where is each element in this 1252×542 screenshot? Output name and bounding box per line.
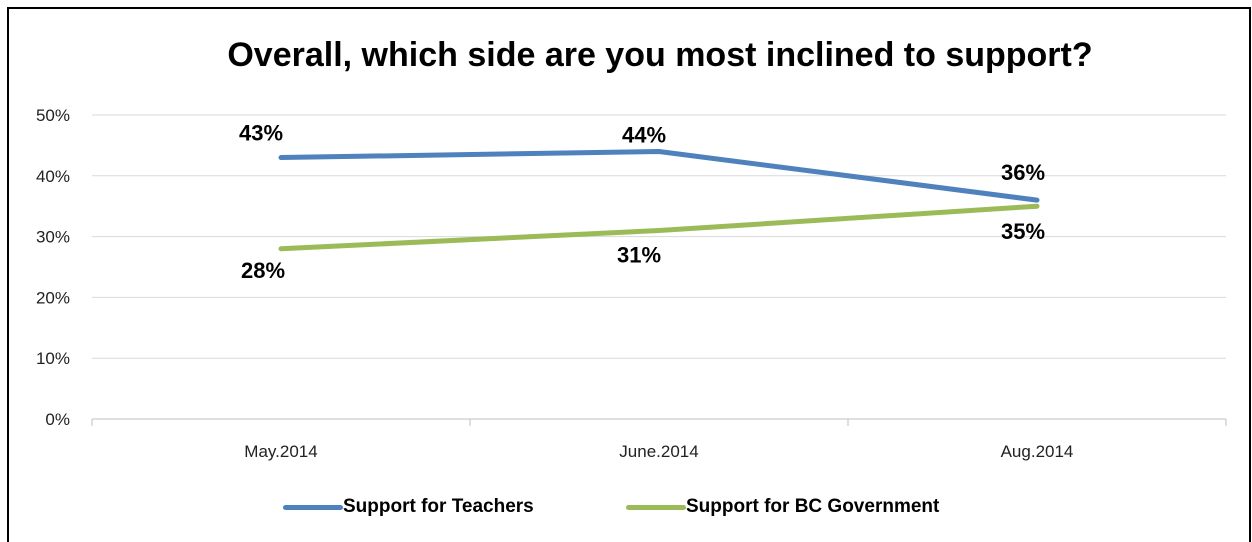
y-tick-label: 40% (36, 167, 70, 186)
data-label: 43% (239, 121, 283, 146)
y-tick-label: 0% (45, 410, 70, 429)
data-label: 31% (617, 243, 661, 268)
data-label: 28% (241, 258, 285, 283)
y-tick-label: 50% (36, 106, 70, 125)
chart-legend: Support for Teachers Support for BC Gove… (0, 494, 1252, 520)
legend-swatch-bc-government (626, 504, 686, 510)
legend-item-teachers: Support for Teachers (283, 494, 534, 520)
data-label: 35% (1001, 219, 1045, 244)
y-tick-label: 30% (36, 228, 70, 247)
chart-title: Overall, which side are you most incline… (227, 36, 1093, 74)
legend-swatch-teachers (283, 504, 343, 510)
data-label: 36% (1001, 160, 1045, 185)
legend-item-bc-government: Support for BC Government (626, 494, 939, 520)
series-line-0 (278, 148, 1040, 203)
legend-label-teachers: Support for Teachers (343, 496, 534, 517)
x-tick-label: May.2014 (244, 442, 317, 461)
x-tick-label: June.2014 (619, 442, 698, 461)
data-label: 44% (622, 122, 666, 147)
x-tick-label: Aug.2014 (1001, 442, 1074, 461)
series-line-1 (278, 203, 1040, 252)
legend-label-bc-government: Support for BC Government (686, 496, 940, 517)
y-tick-label: 10% (36, 349, 70, 368)
chart-frame (7, 7, 1251, 542)
y-tick-label: 20% (36, 288, 70, 307)
